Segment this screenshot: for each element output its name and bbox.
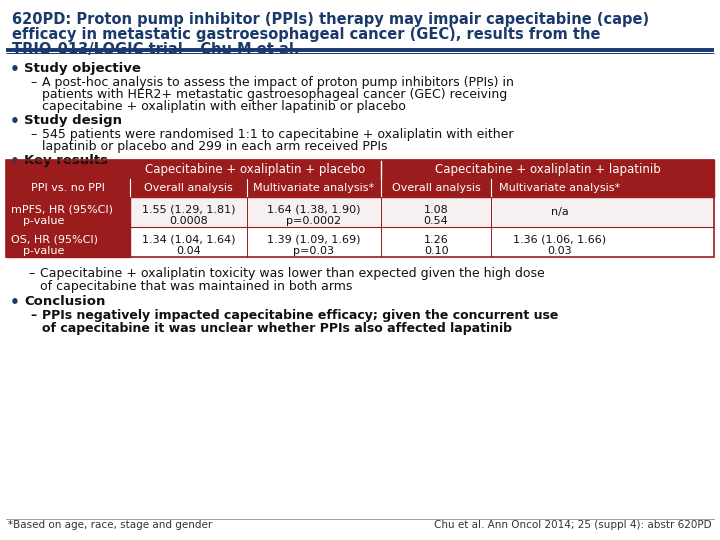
- Text: 1.55 (1.29, 1.81): 1.55 (1.29, 1.81): [142, 205, 235, 215]
- Text: p=0.0002: p=0.0002: [287, 216, 341, 226]
- Text: –: –: [30, 76, 36, 89]
- Text: mPFS, HR (95%CI): mPFS, HR (95%CI): [11, 204, 113, 214]
- Text: 0.54: 0.54: [424, 216, 449, 226]
- Text: 0.10: 0.10: [424, 246, 449, 256]
- Text: p=0.03: p=0.03: [294, 246, 335, 256]
- Text: *Based on age, race, stage and gender: *Based on age, race, stage and gender: [8, 520, 212, 530]
- Bar: [6, 160, 714, 179]
- Text: Capecitabine + oxaliplatin + lapatinib: Capecitabine + oxaliplatin + lapatinib: [435, 163, 660, 176]
- Bar: [6, 160, 714, 257]
- Text: Capecitabine + oxaliplatin + placebo: Capecitabine + oxaliplatin + placebo: [145, 163, 366, 176]
- Text: Study design: Study design: [24, 114, 122, 127]
- Bar: [6, 197, 130, 227]
- Text: •: •: [10, 114, 20, 129]
- Text: –: –: [28, 267, 35, 280]
- Bar: [6, 227, 714, 257]
- Text: Multivariate analysis*: Multivariate analysis*: [253, 183, 374, 193]
- Text: lapatinib or placebo and 299 in each arm received PPIs: lapatinib or placebo and 299 in each arm…: [42, 140, 387, 153]
- Text: n/a: n/a: [551, 207, 569, 217]
- Text: Key results: Key results: [24, 154, 108, 167]
- Text: of capecitabine that was maintained in both arms: of capecitabine that was maintained in b…: [40, 280, 352, 293]
- Bar: [6, 197, 714, 227]
- Text: Conclusion: Conclusion: [24, 295, 105, 308]
- Text: Multivariate analysis*: Multivariate analysis*: [500, 183, 621, 193]
- Text: OS, HR (95%CI): OS, HR (95%CI): [11, 234, 98, 244]
- Text: of capecitabine it was unclear whether PPIs also affected lapatinib: of capecitabine it was unclear whether P…: [42, 322, 512, 335]
- Text: p-value: p-value: [23, 216, 64, 226]
- Text: 1.64 (1.38, 1.90): 1.64 (1.38, 1.90): [267, 205, 361, 215]
- Text: 545 patients were randomised 1:1 to capecitabine + oxaliplatin with either: 545 patients were randomised 1:1 to cape…: [42, 128, 513, 141]
- Text: patients with HER2+ metastatic gastroesophageal cancer (GEC) receiving: patients with HER2+ metastatic gastroeso…: [42, 88, 508, 101]
- Text: p-value: p-value: [23, 246, 64, 256]
- Text: –: –: [30, 128, 36, 141]
- Text: –: –: [30, 309, 36, 322]
- Text: 0.04: 0.04: [176, 246, 201, 256]
- Text: Overall analysis: Overall analysis: [392, 183, 480, 193]
- Text: Study objective: Study objective: [24, 62, 141, 75]
- Text: 1.36 (1.06, 1.66): 1.36 (1.06, 1.66): [513, 235, 606, 245]
- Text: Chu et al. Ann Oncol 2014; 25 (suppl 4): abstr 620PD: Chu et al. Ann Oncol 2014; 25 (suppl 4):…: [434, 520, 712, 530]
- Text: •: •: [10, 62, 20, 77]
- Text: 1.34 (1.04, 1.64): 1.34 (1.04, 1.64): [142, 235, 235, 245]
- Text: Overall analysis: Overall analysis: [144, 183, 233, 193]
- Text: TRIO-013/LOGIC trial – Chu M et al.: TRIO-013/LOGIC trial – Chu M et al.: [12, 42, 300, 57]
- Text: efficacy in metastatic gastroesophageal cancer (GEC), results from the: efficacy in metastatic gastroesophageal …: [12, 27, 600, 42]
- Text: 1.39 (1.09, 1.69): 1.39 (1.09, 1.69): [267, 235, 361, 245]
- Text: 620PD: Proton pump inhibitor (PPIs) therapy may impair capecitabine (cape): 620PD: Proton pump inhibitor (PPIs) ther…: [12, 12, 649, 27]
- Bar: [6, 227, 130, 257]
- Text: •: •: [10, 295, 20, 310]
- Text: 1.26: 1.26: [424, 235, 449, 245]
- Text: Capecitabine + oxaliplatin toxicity was lower than expected given the high dose: Capecitabine + oxaliplatin toxicity was …: [40, 267, 545, 280]
- Text: A post-hoc analysis to assess the impact of proton pump inhibitors (PPIs) in: A post-hoc analysis to assess the impact…: [42, 76, 514, 89]
- Text: PPI vs. no PPI: PPI vs. no PPI: [31, 183, 105, 193]
- Text: PPIs negatively impacted capecitabine efficacy; given the concurrent use: PPIs negatively impacted capecitabine ef…: [42, 309, 559, 322]
- Text: capecitabine + oxaliplatin with either lapatinib or placebo: capecitabine + oxaliplatin with either l…: [42, 100, 406, 113]
- Bar: [6, 179, 714, 197]
- Text: •: •: [10, 154, 20, 169]
- Text: 1.08: 1.08: [424, 205, 449, 215]
- Text: 0.0008: 0.0008: [169, 216, 207, 226]
- Text: 0.03: 0.03: [548, 246, 572, 256]
